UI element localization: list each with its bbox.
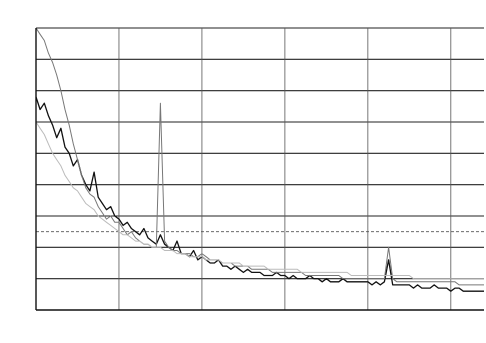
series-line-3 [35,121,484,280]
series-line-2 [35,27,484,286]
figure-top-title [170,0,350,8]
series-line-1 [35,96,484,292]
series-lines [35,27,484,292]
grid [35,27,484,311]
axes [35,28,484,311]
